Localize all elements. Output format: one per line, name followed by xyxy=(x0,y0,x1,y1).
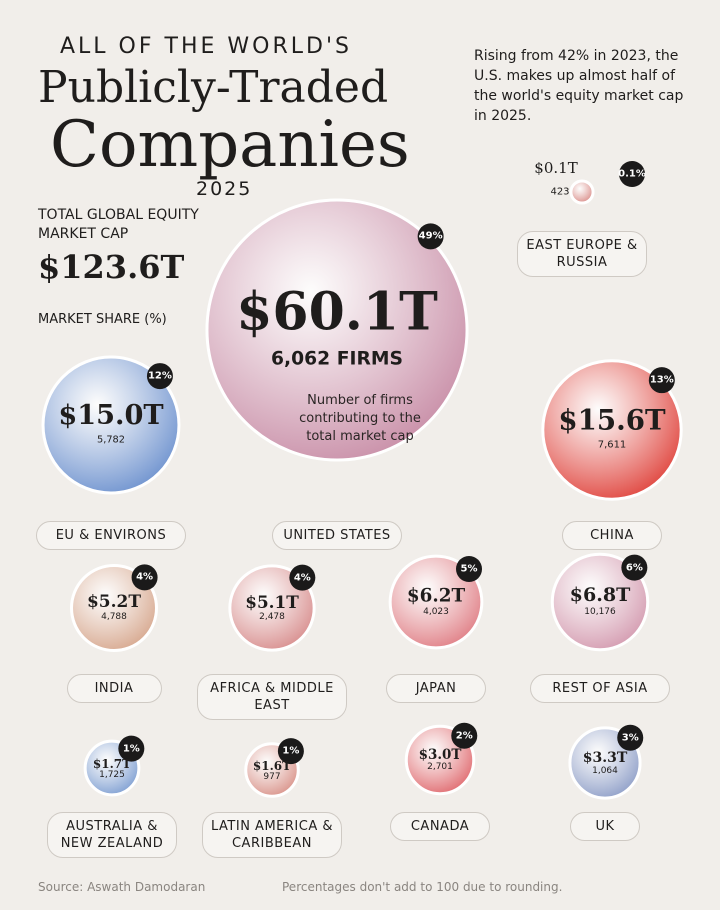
firm-count: 10,176 xyxy=(584,607,616,618)
firm-count: 423 xyxy=(550,186,570,198)
bubble xyxy=(41,355,181,495)
region-label: LATIN AMERICA & CARIBBEAN xyxy=(202,812,342,858)
bubble xyxy=(205,198,469,462)
share-badge xyxy=(621,554,648,581)
share-label: 1% xyxy=(282,745,300,757)
value-label: $5.2T xyxy=(86,592,142,613)
share-label: 13% xyxy=(649,374,674,386)
firm-count: 4,788 xyxy=(101,612,127,623)
firm-count: 1,725 xyxy=(99,769,125,780)
region-label: JAPAN xyxy=(386,674,486,703)
share-badge xyxy=(456,555,483,582)
share-badge xyxy=(146,363,173,390)
share-badge xyxy=(118,735,145,762)
share-label: 4% xyxy=(293,572,311,584)
region-label: AUSTRALIA & NEW ZEALAND xyxy=(47,812,177,858)
title-line-2: Companies xyxy=(50,108,410,182)
share-badge xyxy=(131,564,158,591)
share-badge xyxy=(619,161,645,187)
firm-count: 7,611 xyxy=(597,439,627,451)
share-label: 4% xyxy=(136,571,154,583)
value-label: $5.1T xyxy=(245,592,299,613)
value-label: $6.2T xyxy=(406,585,466,607)
bubble xyxy=(70,564,158,652)
footnote: Percentages don't add to 100 due to roun… xyxy=(282,880,563,894)
share-badge xyxy=(289,564,316,591)
region-label: CANADA xyxy=(390,812,490,841)
kicker: ALL OF THE WORLD'S xyxy=(60,34,352,59)
value-label: $0.1T xyxy=(534,159,578,177)
region-label: UK xyxy=(570,812,640,841)
annotation: Number of firms contributing to the tota… xyxy=(299,393,421,444)
firm-count: 6,062 FIRMS xyxy=(270,348,404,370)
bubble xyxy=(541,359,683,501)
bubble xyxy=(550,552,650,652)
firm-count: 2,478 xyxy=(259,612,285,623)
share-label: 12% xyxy=(147,370,172,382)
share-badge xyxy=(417,223,444,250)
value-label: $3.3T xyxy=(582,750,628,767)
value-label: $15.0T xyxy=(58,399,164,432)
firm-count: 5,782 xyxy=(97,434,125,446)
region-label: INDIA xyxy=(66,674,162,703)
share-label: 2% xyxy=(455,730,473,742)
region-label: EAST EUROPE & RUSSIA xyxy=(517,231,647,277)
value-label: $60.1T xyxy=(236,281,438,343)
share-badge xyxy=(648,367,675,394)
share-badge xyxy=(277,738,304,765)
firm-count: 1,064 xyxy=(592,765,618,776)
firm-count: 4,023 xyxy=(423,607,449,618)
value-label: $1.7T xyxy=(92,756,132,771)
source: Source: Aswath Damodaran xyxy=(38,880,206,894)
region-label: AFRICA & MIDDLE EAST xyxy=(197,674,347,720)
note: Rising from 42% in 2023, the U.S. makes … xyxy=(474,48,684,124)
share-label: 3% xyxy=(621,732,639,744)
share-label: 5% xyxy=(460,563,478,575)
firm-count: 2,701 xyxy=(427,762,453,773)
value-label: $3.0T xyxy=(418,747,462,764)
share-label: 6% xyxy=(625,562,643,574)
bubble xyxy=(228,564,316,652)
firm-count: 977 xyxy=(263,771,281,782)
region-label: CHINA xyxy=(562,521,662,550)
value-label: $1.6T xyxy=(252,758,292,773)
value-label: $15.6T xyxy=(558,403,666,437)
title: Publicly-Traded xyxy=(38,62,389,113)
share-badge xyxy=(451,722,478,749)
total-value: $123.6T xyxy=(38,248,185,286)
share-label: 1% xyxy=(122,743,140,755)
region-label: EU & ENVIRONS xyxy=(36,521,186,550)
share-label: 49% xyxy=(418,230,443,242)
share-badge xyxy=(617,724,644,751)
region-label: UNITED STATES xyxy=(272,521,402,550)
total-caption: TOTAL GLOBAL EQUITY MARKET CAP xyxy=(38,207,199,242)
region-label: REST OF ASIA xyxy=(530,674,670,703)
value-label: $6.8T xyxy=(569,584,631,607)
subtitle: 2025 xyxy=(196,178,253,200)
bubble xyxy=(388,554,484,650)
bubble xyxy=(569,179,595,205)
share-caption: MARKET SHARE (%) xyxy=(38,312,167,327)
share-label: 0.1% xyxy=(618,168,646,180)
